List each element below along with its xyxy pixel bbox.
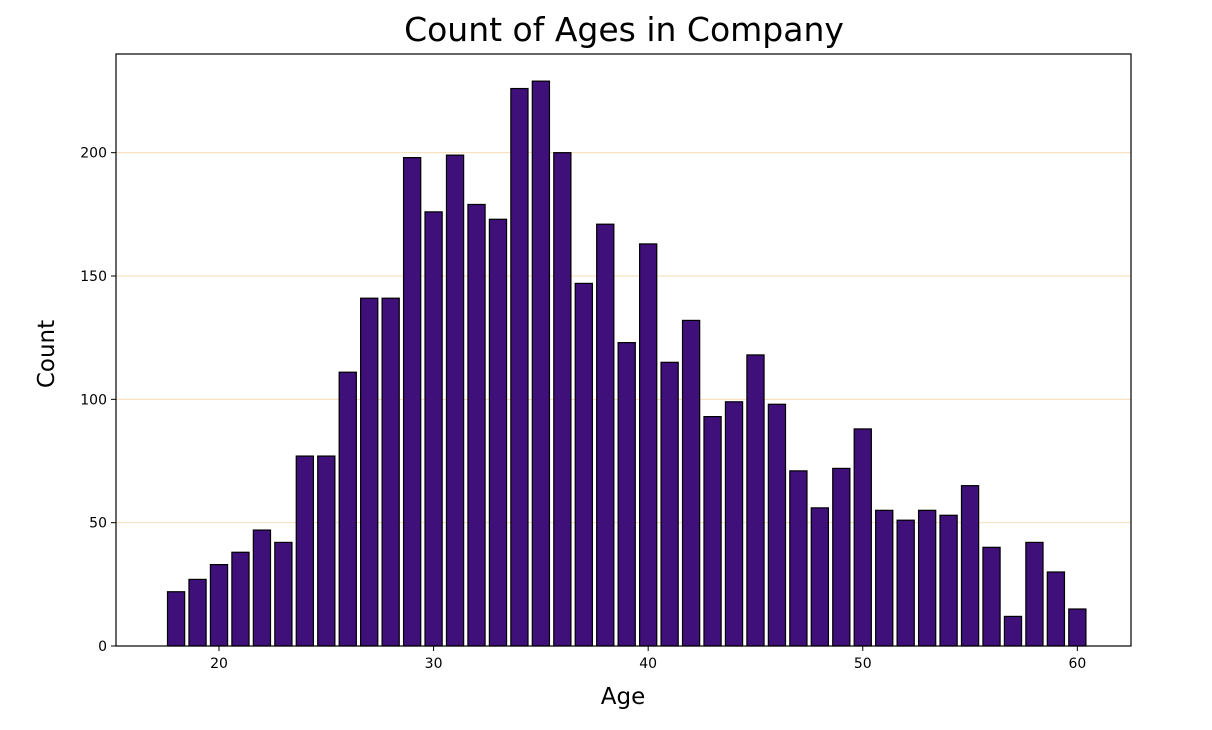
y-tick-label: 50 — [89, 516, 107, 532]
bar — [1003, 615, 1023, 647]
bar — [917, 509, 937, 647]
bar — [317, 455, 336, 647]
y-axis-label: Count — [34, 320, 60, 388]
bar — [1025, 541, 1044, 647]
bar — [488, 218, 508, 647]
y-tick-label: 0 — [98, 639, 107, 655]
bar — [424, 211, 443, 647]
plot-frame — [115, 53, 1132, 647]
y-tick-label: 100 — [80, 392, 107, 408]
bar — [789, 470, 808, 647]
chart-title: Count of Ages in Company — [404, 10, 844, 49]
bar — [338, 371, 357, 647]
bar — [596, 223, 615, 647]
x-tick-label: 50 — [854, 656, 872, 672]
bar — [445, 154, 465, 647]
y-tick-label: 150 — [80, 269, 107, 285]
bar — [832, 467, 851, 647]
bar — [252, 529, 272, 647]
bar — [960, 485, 980, 647]
bar — [1068, 608, 1087, 647]
y-tick-label: 200 — [80, 146, 107, 162]
bar — [724, 401, 744, 647]
bar — [274, 541, 293, 647]
bar — [531, 80, 551, 647]
bar — [767, 403, 787, 647]
bar — [939, 514, 958, 647]
bar — [381, 297, 400, 647]
bar — [982, 546, 1001, 647]
bar — [681, 319, 701, 647]
bar — [166, 591, 186, 647]
x-axis-label: Age — [601, 684, 645, 710]
bar — [638, 243, 658, 647]
bar — [360, 297, 379, 647]
bar — [553, 152, 572, 647]
x-axis-ticks: 20 30 40 50 60 — [210, 646, 1086, 672]
bars — [166, 80, 1087, 647]
x-tick-label: 40 — [639, 656, 657, 672]
bar — [574, 282, 593, 647]
x-tick-label: 30 — [425, 656, 443, 672]
bar — [853, 428, 872, 647]
bar — [746, 354, 765, 647]
bar — [810, 507, 830, 647]
bar — [402, 157, 422, 647]
bar — [209, 563, 229, 647]
x-tick-label: 20 — [210, 656, 228, 672]
bar — [510, 87, 529, 647]
bar — [896, 519, 915, 647]
x-tick-label: 60 — [1068, 656, 1086, 672]
bar — [660, 361, 679, 647]
bar — [295, 455, 315, 647]
bar — [231, 551, 250, 647]
bar — [188, 578, 207, 647]
bar — [617, 342, 636, 647]
bar — [1046, 571, 1066, 647]
bar — [703, 416, 722, 647]
y-axis-ticks: 0 50 100 150 200 — [80, 146, 116, 655]
bar — [875, 509, 894, 647]
bar — [467, 203, 486, 647]
